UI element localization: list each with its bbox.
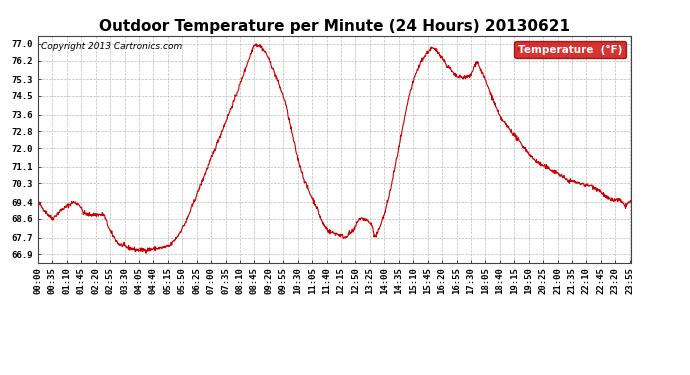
Title: Outdoor Temperature per Minute (24 Hours) 20130621: Outdoor Temperature per Minute (24 Hours… xyxy=(99,20,570,34)
Legend: Temperature  (°F): Temperature (°F) xyxy=(515,41,626,58)
Text: Copyright 2013 Cartronics.com: Copyright 2013 Cartronics.com xyxy=(41,42,182,51)
